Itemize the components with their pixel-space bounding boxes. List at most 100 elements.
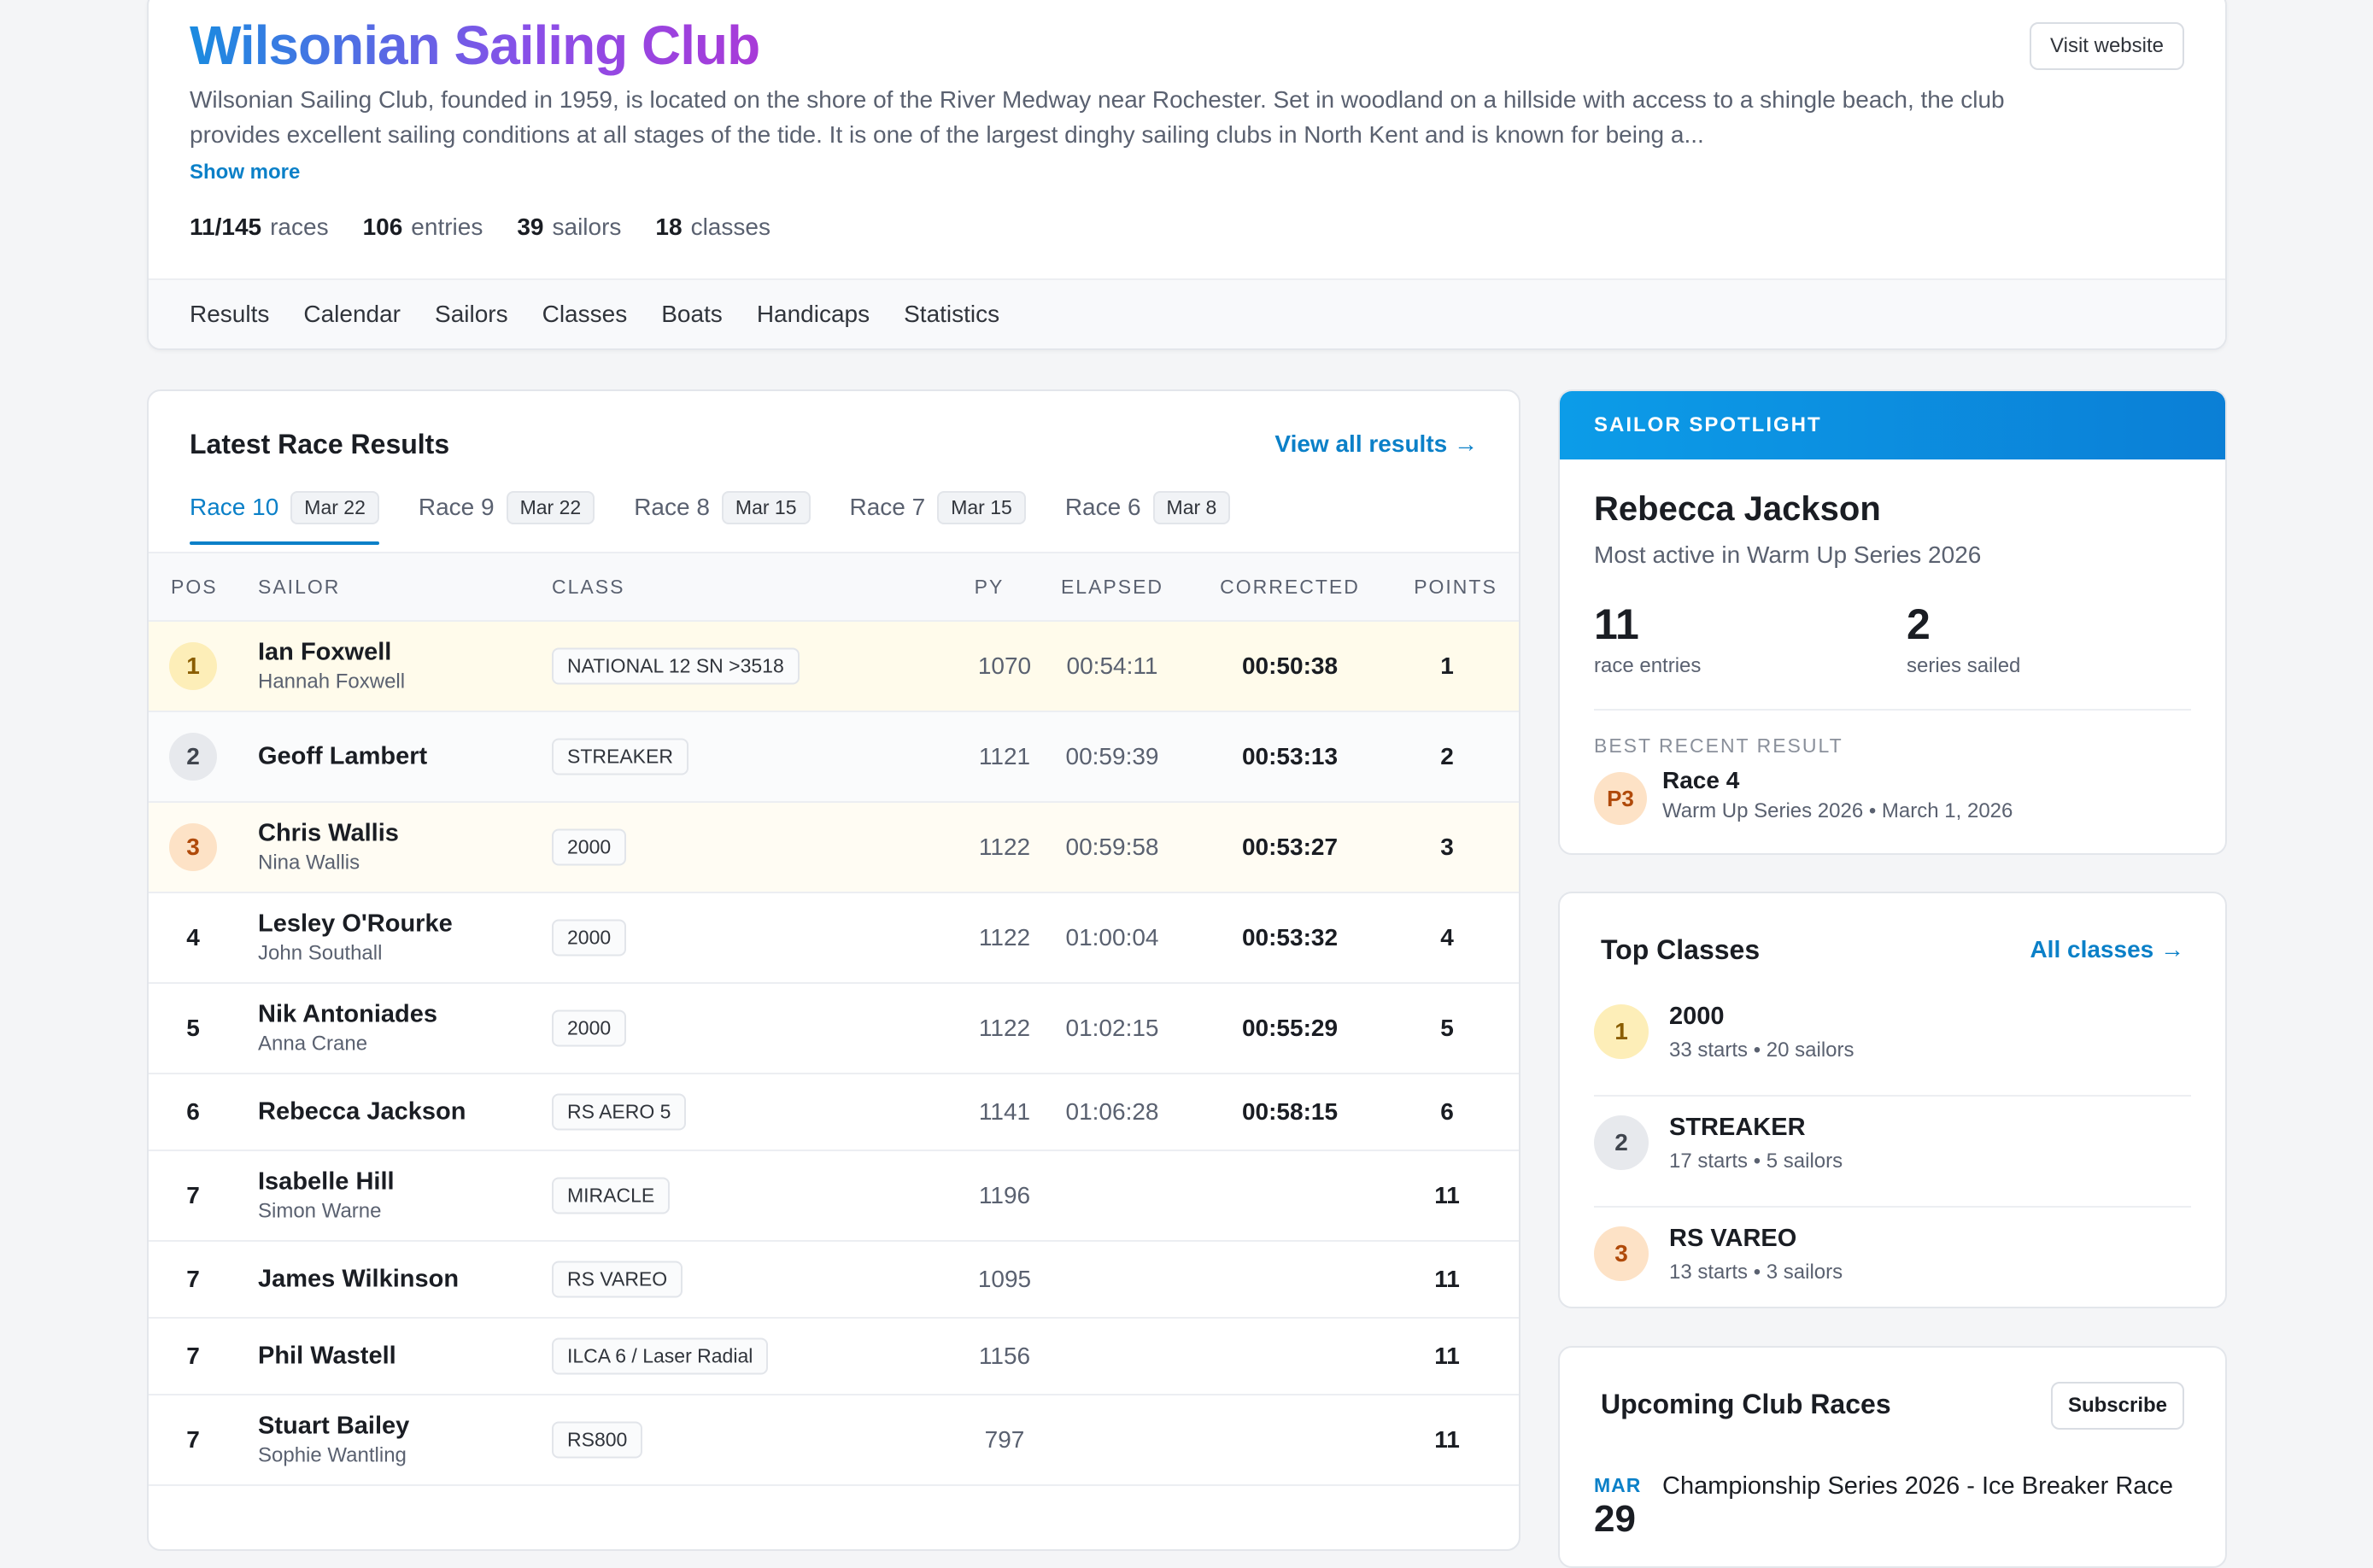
- py-value: 1122: [978, 924, 1031, 951]
- race-tabs: Race 10 Mar 22 Race 9 Mar 22 Race 8 Mar …: [190, 473, 1231, 545]
- rank-badge-gold: 1: [1594, 1004, 1649, 1059]
- sailor-name[interactable]: Stuart Bailey: [258, 1412, 410, 1440]
- class-tag[interactable]: RS AERO 5: [552, 1093, 687, 1131]
- crew-name: John Southall: [258, 941, 383, 965]
- points-value: 11: [1434, 1343, 1460, 1369]
- sailor-spotlight-card: SAILOR SPOTLIGHT Rebecca Jackson Most ac…: [1558, 389, 2227, 855]
- class-tag[interactable]: 2000: [552, 919, 627, 957]
- sailor-cell: Lesley O'Rourke John Southall: [258, 910, 453, 966]
- table-row[interactable]: 1 Ian Foxwell Hannah Foxwell NATIONAL 12…: [149, 622, 1519, 712]
- sailor-name[interactable]: Nik Antoniades: [258, 1000, 438, 1028]
- table-row[interactable]: 2 Geoff Lambert STREAKER 1121 00:59:39 0…: [149, 712, 1519, 803]
- class-name: STREAKER: [1669, 1114, 1806, 1141]
- table-row[interactable]: 5 Nik Antoniades Anna Crane 2000 1122 01…: [149, 984, 1519, 1074]
- col-elapsed: ELAPSED: [1060, 576, 1164, 598]
- class-tag[interactable]: 2000: [552, 1009, 627, 1047]
- sailor-name[interactable]: Isabelle Hill: [258, 1167, 395, 1196]
- class-tag[interactable]: ILCA 6 / Laser Radial: [552, 1337, 769, 1375]
- class-tag[interactable]: RS800: [552, 1421, 643, 1459]
- class-tag[interactable]: STREAKER: [552, 738, 688, 775]
- points-value: 1: [1440, 652, 1454, 679]
- results-table-body: 1 Ian Foxwell Hannah Foxwell NATIONAL 12…: [149, 622, 1519, 1486]
- show-more-link[interactable]: Show more: [190, 161, 301, 184]
- event-title[interactable]: Championship Series 2026 - Ice Breaker R…: [1662, 1472, 2174, 1500]
- position-value: 6: [186, 1098, 200, 1125]
- table-row[interactable]: 7 James Wilkinson RS VAREO 1095 11: [149, 1242, 1519, 1319]
- crew-name: Hannah Foxwell: [258, 670, 406, 693]
- stat-sailors: 39 sailors: [517, 214, 622, 240]
- event-day: 29: [1594, 1498, 1636, 1540]
- best-result-race[interactable]: Race 4: [1662, 767, 1740, 793]
- club-title: Wilsonian Sailing Club: [190, 15, 760, 76]
- table-row[interactable]: 6 Rebecca Jackson RS AERO 5 1141 01:06:2…: [149, 1074, 1519, 1151]
- divider: [1594, 709, 2191, 711]
- tab-race-7[interactable]: Race 7 Mar 15: [850, 473, 1026, 541]
- elapsed-time: 00:59:39: [1065, 743, 1159, 769]
- table-row[interactable]: 4 Lesley O'Rourke John Southall 2000 112…: [149, 893, 1519, 984]
- latest-results-card: Latest Race Results View all results → R…: [147, 389, 1520, 1551]
- best-result-label: BEST RECENT RESULT: [1594, 734, 1843, 757]
- table-row[interactable]: 7 Stuart Bailey Sophie Wantling RS800 79…: [149, 1395, 1519, 1486]
- class-name: RS VAREO: [1669, 1225, 1797, 1252]
- stat-series-sailed: 2 series sailed: [1907, 600, 2021, 677]
- nav-sailors[interactable]: Sailors: [435, 301, 508, 327]
- sailor-name[interactable]: Rebecca Jackson: [258, 1097, 466, 1126]
- table-row[interactable]: 3 Chris Wallis Nina Wallis 2000 1122 00:…: [149, 803, 1519, 893]
- sailor-name[interactable]: Chris Wallis: [258, 819, 399, 847]
- nav-calendar[interactable]: Calendar: [303, 301, 401, 327]
- elapsed-time: 00:54:11: [1066, 652, 1158, 679]
- nav-classes[interactable]: Classes: [542, 301, 628, 327]
- upcoming-races-card: Upcoming Club Races Subscribe MAR 29 Cha…: [1558, 1346, 2227, 1568]
- visit-website-button[interactable]: Visit website: [2030, 22, 2184, 70]
- table-row[interactable]: 7 Isabelle Hill Simon Warne MIRACLE 1196…: [149, 1151, 1519, 1242]
- nav-handicaps[interactable]: Handicaps: [756, 301, 870, 327]
- sailor-name[interactable]: Phil Wastell: [258, 1342, 396, 1370]
- subscribe-button[interactable]: Subscribe: [2050, 1382, 2184, 1430]
- class-list-item[interactable]: 2 STREAKER 17 starts • 5 sailors: [1594, 1097, 2191, 1208]
- best-result-detail: Warm Up Series 2026 • March 1, 2026: [1662, 799, 2013, 822]
- sailor-name[interactable]: Geoff Lambert: [258, 742, 428, 770]
- stat-race-entries: 11 race entries: [1594, 600, 1702, 677]
- class-tag[interactable]: 2000: [552, 828, 627, 866]
- view-all-results-link[interactable]: View all results →: [1274, 430, 1478, 457]
- club-header-card: Wilsonian Sailing Club Visit website Wil…: [147, 0, 2227, 350]
- page: Wilsonian Sailing Club Visit website Wil…: [147, 0, 2227, 1568]
- class-list-item[interactable]: 1 2000 33 starts • 20 sailors: [1594, 986, 2191, 1097]
- nav-statistics[interactable]: Statistics: [904, 301, 1000, 327]
- nav-results[interactable]: Results: [190, 301, 270, 327]
- sailor-name[interactable]: Lesley O'Rourke: [258, 910, 453, 938]
- class-list-item[interactable]: 3 RS VAREO 13 starts • 3 sailors: [1594, 1208, 2191, 1307]
- sailor-name[interactable]: Ian Foxwell: [258, 638, 392, 666]
- class-tag[interactable]: MIRACLE: [552, 1177, 671, 1214]
- sailor-cell: Nik Antoniades Anna Crane: [258, 1001, 437, 1056]
- corrected-time: 00:53:32: [1241, 924, 1339, 951]
- tab-race-10[interactable]: Race 10 Mar 22: [190, 473, 379, 545]
- table-row[interactable]: 7 Phil Wastell ILCA 6 / Laser Radial 115…: [149, 1319, 1519, 1395]
- class-tag[interactable]: NATIONAL 12 SN >3518: [552, 647, 800, 685]
- py-value: 1196: [978, 1182, 1031, 1208]
- corrected-time: 00:58:15: [1241, 1098, 1339, 1125]
- club-nav: Results Calendar Sailors Classes Boats H…: [149, 278, 2225, 348]
- points-value: 11: [1434, 1182, 1460, 1208]
- sailor-name[interactable]: James Wilkinson: [258, 1265, 460, 1293]
- event-month: MAR: [1594, 1474, 1642, 1496]
- position-badge-silver: 2: [169, 733, 217, 781]
- sailor-cell: Chris Wallis Nina Wallis: [258, 820, 399, 875]
- rank-badge-bronze: 3: [1594, 1226, 1649, 1281]
- spotlight-sailor-name[interactable]: Rebecca Jackson: [1594, 490, 1881, 528]
- points-value: 4: [1440, 924, 1454, 951]
- all-classes-link[interactable]: All classes →: [2030, 936, 2184, 962]
- tab-race-9[interactable]: Race 9 Mar 22: [419, 473, 595, 541]
- position-badge-gold: 1: [169, 642, 217, 690]
- elapsed-time: 01:00:04: [1065, 924, 1159, 951]
- crew-name: Sophie Wantling: [258, 1443, 407, 1467]
- stat-entries: 106 entries: [362, 214, 483, 240]
- tab-race-8[interactable]: Race 8 Mar 15: [634, 473, 811, 541]
- results-table-header: POS SAILOR CLASS PY ELAPSED CORRECTED PO…: [149, 552, 1519, 622]
- nav-boats[interactable]: Boats: [661, 301, 723, 327]
- tab-race-6[interactable]: Race 6 Mar 8: [1065, 473, 1231, 541]
- stat-races: 11/145 races: [190, 214, 329, 240]
- class-tag[interactable]: RS VAREO: [552, 1261, 683, 1298]
- points-value: 6: [1440, 1098, 1454, 1125]
- points-value: 11: [1434, 1266, 1460, 1292]
